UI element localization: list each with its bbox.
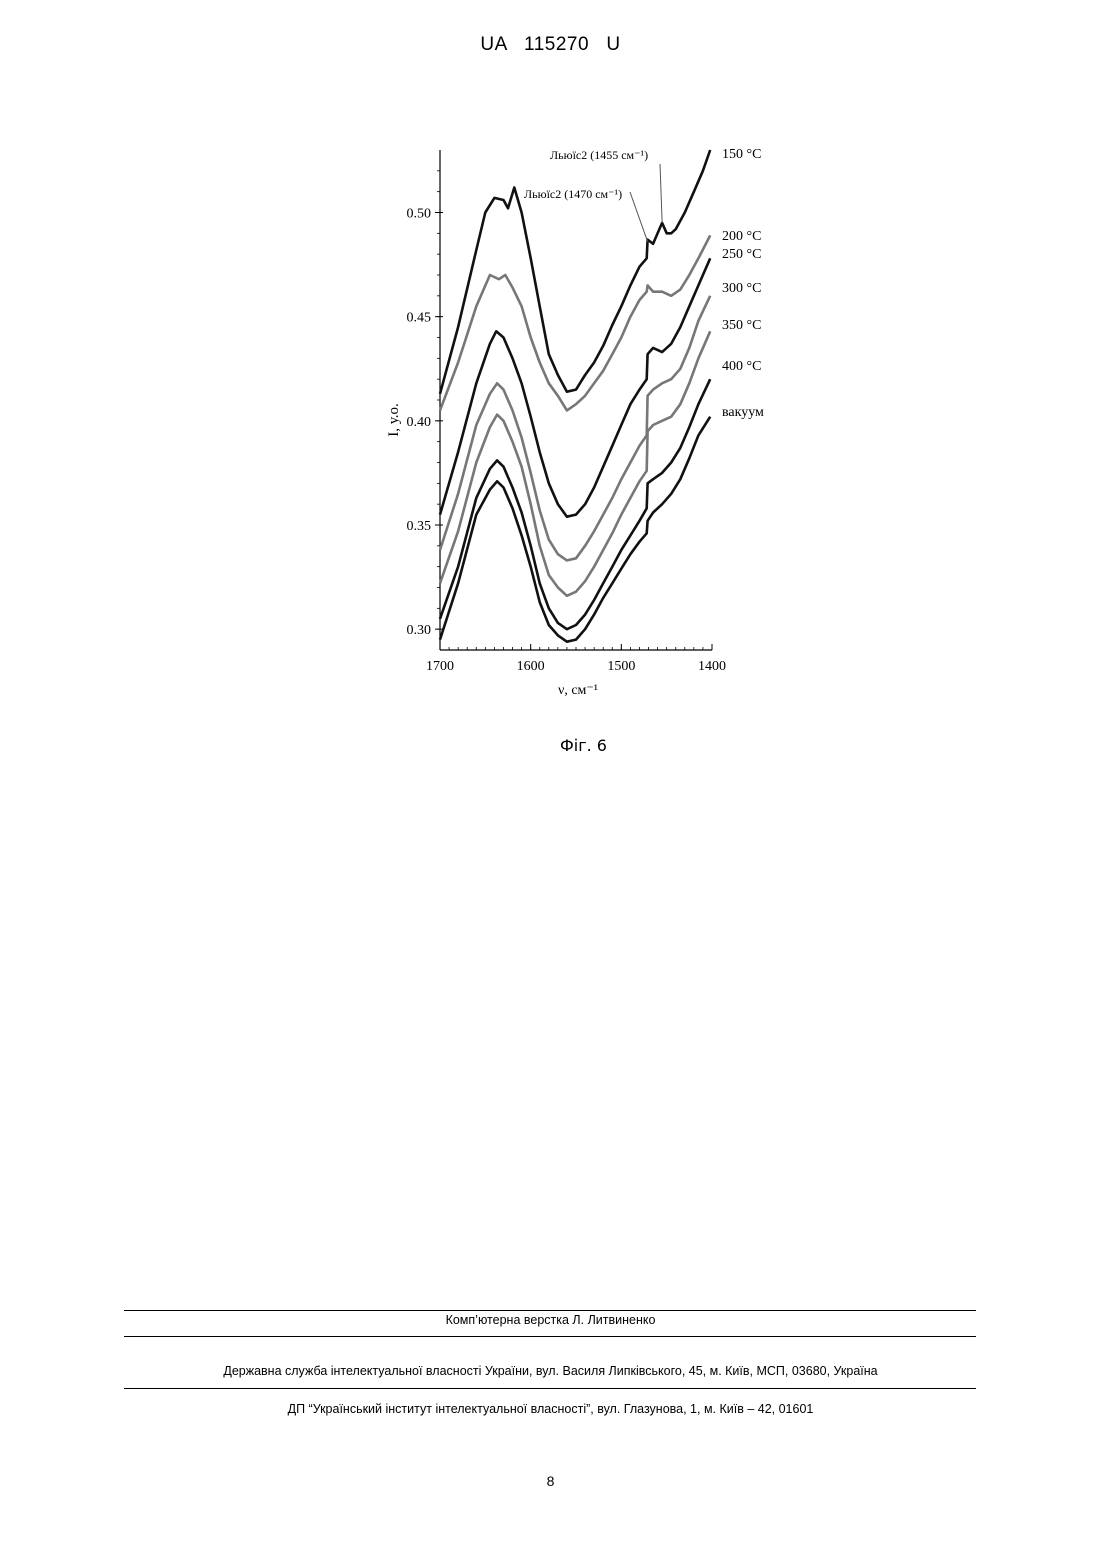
series-label: вакуум	[722, 405, 764, 420]
annotation-lewis-1455: Льюїс2 (1455 см⁻¹)	[550, 148, 648, 162]
institute-address: ДП “Український інститут інтелектуальної…	[0, 1402, 1101, 1416]
annotation-leader	[630, 192, 648, 242]
y-axis-label: I, у.о.	[386, 403, 402, 437]
annotation-leader	[660, 164, 662, 223]
series-label: 150 °C	[722, 147, 761, 162]
y-tick-label: 0.45	[407, 311, 432, 326]
divider-middle	[124, 1336, 976, 1337]
series-line	[440, 235, 710, 410]
y-tick-label: 0.30	[407, 623, 432, 638]
figure-caption: Фіг. 6	[0, 736, 1101, 755]
layout-credit: Комп’ютерна верстка Л. Литвиненко	[0, 1313, 1101, 1327]
office-address: Державна служба інтелектуальної власност…	[0, 1364, 1101, 1378]
series-label: 250 °C	[722, 247, 761, 262]
divider-top	[124, 1310, 976, 1311]
x-tick-label: 1600	[517, 659, 545, 674]
x-tick-label: 1500	[607, 659, 635, 674]
document-number: UA 115270 U	[0, 34, 1101, 56]
x-axis-label: ν, см⁻¹	[558, 683, 598, 698]
y-tick-label: 0.50	[407, 207, 432, 222]
series-label: 200 °C	[722, 229, 761, 244]
series-label: 300 °C	[722, 281, 761, 296]
x-tick-label: 1400	[698, 659, 726, 674]
y-tick-label: 0.40	[407, 415, 432, 430]
series-line	[440, 296, 710, 561]
page-number: 8	[0, 1473, 1101, 1489]
x-tick-label: 1700	[426, 659, 454, 674]
divider-bottom	[124, 1388, 976, 1389]
series-label: 350 °C	[722, 318, 761, 333]
annotation-lewis-1470: Льюїс2 (1470 см⁻¹)	[524, 187, 622, 201]
y-tick-label: 0.35	[407, 519, 432, 534]
series-label: 400 °C	[722, 359, 761, 374]
plot-area: 0.30 0.35 0.40 0.45 0.50 1700 1600 1500 1400 150 …	[407, 147, 765, 674]
ir-spectra-chart: 0.30 0.35 0.40 0.45 0.50 1700 1600 1500 1400 150 …	[360, 130, 800, 710]
